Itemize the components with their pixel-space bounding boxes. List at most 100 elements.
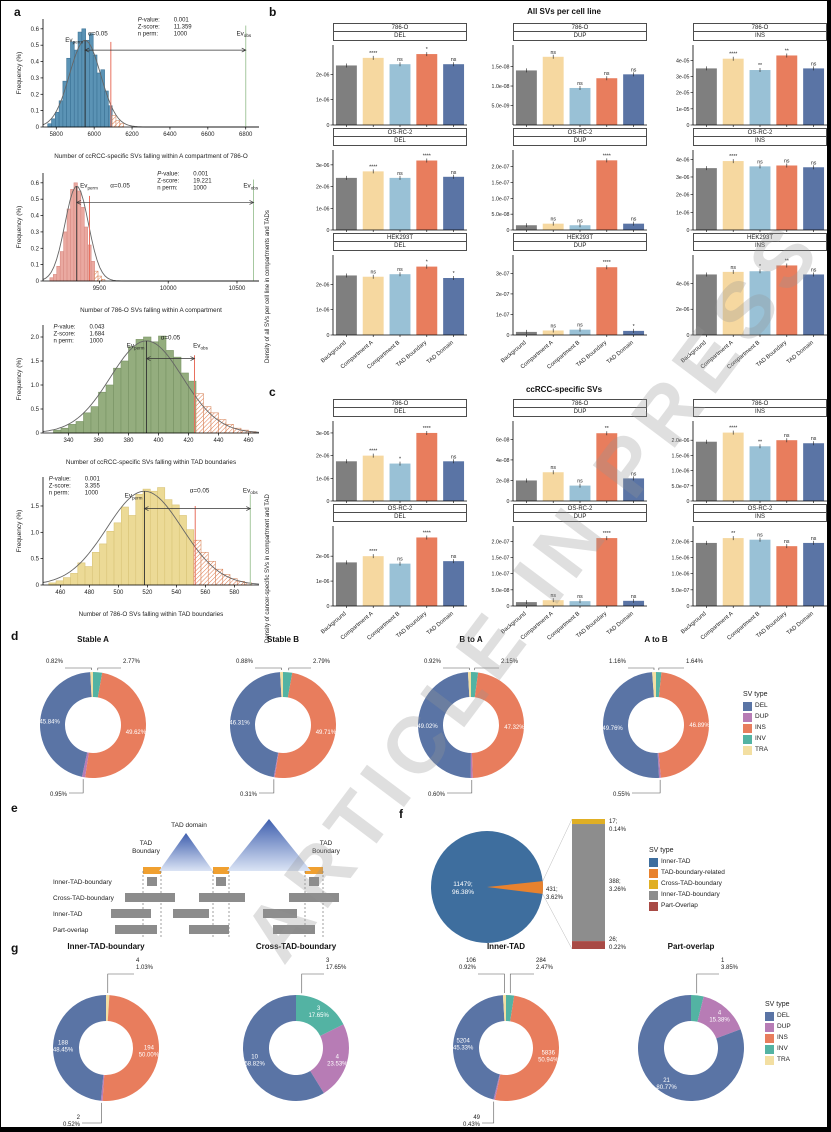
slice-label-out: 0.60%: [428, 792, 446, 798]
facet-strip-cellline: OS-RC-2: [693, 504, 827, 513]
facet-b9: HEK293T INS ns * ** ns 0 2e-06 4e-06 Background Co…: [657, 233, 827, 383]
hist-xlabel: Number of 786-O SVs falling within A com…: [80, 307, 222, 314]
bar-TAD Boundary: [596, 538, 618, 606]
tad-boundary-label: Boundary: [132, 848, 161, 855]
svg-text:1e-05: 1e-05: [676, 107, 690, 113]
legend-g: SV type DEL DUP INS INV TRA: [765, 1001, 791, 1067]
legend-swatch: [649, 857, 658, 867]
svg-text:9500: 9500: [93, 286, 107, 292]
bar-Background: [335, 275, 357, 335]
sv-class-label: Inner-TAD: [53, 911, 83, 918]
x-tick-label: Background: [680, 611, 708, 635]
bar-Compartment A: [362, 455, 384, 501]
bar-label-count: 17;: [609, 819, 618, 825]
sig-label: ****: [423, 154, 431, 160]
sig-label: ns: [550, 323, 556, 329]
legend-label: Inner-TAD-boundary: [661, 891, 720, 899]
svg-text:0: 0: [327, 499, 330, 503]
stat-label: n perm:: [54, 338, 75, 344]
svg-text:4e-06: 4e-06: [676, 157, 690, 163]
facet-strip-cellline: OS-RC-2: [693, 128, 827, 137]
slice-label-in: 188: [58, 1040, 69, 1046]
sig-label: ns: [577, 218, 583, 224]
alpha-label: α=0.05: [161, 334, 181, 341]
legend-swatch: [765, 1022, 774, 1032]
svg-text:520: 520: [142, 590, 153, 596]
svg-text:4e-06: 4e-06: [676, 281, 690, 287]
facet-strip-svtype: DEL: [333, 513, 467, 522]
stat-value: 0.001: [193, 171, 209, 177]
hist-bars: [49, 182, 106, 282]
bar-Compartment B: [389, 563, 411, 606]
sv-segment: [216, 877, 226, 886]
x-tick-label: TAD Domain: [426, 611, 455, 637]
sig-label: ns: [451, 170, 457, 176]
svg-text:0.5: 0.5: [31, 407, 40, 413]
tad-boundary-label: TAD: [140, 840, 153, 847]
sig-label: *: [426, 260, 428, 266]
legend-label: Cross-TAD-boundary: [661, 880, 722, 888]
bar-Background: [695, 68, 717, 125]
panel-label-b: b: [269, 5, 277, 19]
slice-label-in: 46.89%: [689, 723, 710, 729]
bar-label-pct: 0.22%: [609, 945, 627, 951]
svg-text:6e-08: 6e-08: [496, 437, 510, 443]
legend-label: DEL: [777, 1012, 790, 1020]
bar-TAD Domain: [803, 167, 825, 230]
slice-DUP: [81, 752, 89, 778]
facet-c1: 786-O DEL **** * **** ns 0 1e-06 2e-06 3e-06: [297, 399, 471, 503]
tad-boundary-mark: [305, 867, 323, 874]
legend-label: Inner-TAD: [661, 858, 691, 866]
svg-text:5.0e-07: 5.0e-07: [672, 484, 690, 490]
hist-ylabel: Frequency (%): [16, 206, 23, 249]
hist-ylabel: Frequency (%): [16, 510, 23, 553]
facet-strip-cellline: 786-O: [333, 23, 467, 32]
panel-label-f: f: [399, 807, 403, 821]
slice-label-out: 2.15%: [501, 659, 519, 665]
hist-xlabel: Number of ccRCC-specific SVs falling wit…: [54, 153, 248, 160]
bar-Compartment A: [722, 161, 744, 230]
sig-label: ns: [757, 533, 763, 539]
bar-TAD Domain: [443, 278, 465, 335]
sig-label: ****: [369, 164, 377, 170]
sv-segment: [111, 909, 151, 918]
ev-perm-label: Evperm: [65, 37, 83, 45]
svg-text:1.5e-06: 1.5e-06: [672, 555, 690, 561]
svg-text:0.1: 0.1: [31, 263, 40, 269]
bar-Compartment A: [542, 472, 564, 501]
sig-label: **: [785, 48, 789, 54]
facet-strip-svtype: DEL: [333, 137, 467, 146]
bar-Compartment A: [722, 538, 744, 606]
donut-d3: 2.15% 47.32% 0.60% 49.02% 0.92%: [417, 659, 525, 798]
legend-item-Inner-TAD: Inner-TAD: [649, 857, 725, 867]
sv-segment: [173, 909, 209, 918]
svg-text:0: 0: [327, 333, 330, 337]
bar-Compartment B: [389, 64, 411, 125]
alpha-label: α=0.05: [190, 487, 210, 494]
tad-boundary-mark: [143, 867, 161, 874]
ev-obs-label: Evobs: [236, 30, 251, 38]
facet-strip-cellline: OS-RC-2: [513, 504, 647, 513]
bar-chart-b6: **** ns ns ns 0 1e-06 2e-06 3e-06 4e-06: [676, 150, 827, 232]
slice-INS: [471, 672, 524, 778]
sig-label: ns: [631, 471, 637, 477]
slice-label-out: 2.79%: [313, 659, 331, 665]
svg-text:6600: 6600: [201, 132, 215, 138]
bar-Compartment B: [749, 271, 771, 335]
svg-text:0: 0: [687, 333, 690, 337]
bar-TAD Domain: [443, 561, 465, 606]
facet-strip-cellline: HEK293T: [513, 233, 647, 242]
legend-swatch: [743, 734, 752, 744]
density-curve: [42, 490, 260, 585]
bar-TAD Boundary: [776, 440, 798, 501]
hist-xlabel: Number of 786-O SVs falling within TAD b…: [79, 611, 224, 618]
slice-label-in: 21: [663, 1078, 670, 1084]
bar-label-count: 26;: [609, 937, 618, 943]
panel-label-d: d: [11, 629, 19, 643]
svg-text:2e-06: 2e-06: [676, 193, 690, 199]
slice-DEL: [242, 995, 324, 1101]
tad-schematic: TAD domainTADBoundaryTADBoundaryInner-TA…: [53, 819, 341, 937]
sig-label: ns: [784, 539, 790, 545]
slice-label-out: 1.03%: [136, 965, 154, 971]
